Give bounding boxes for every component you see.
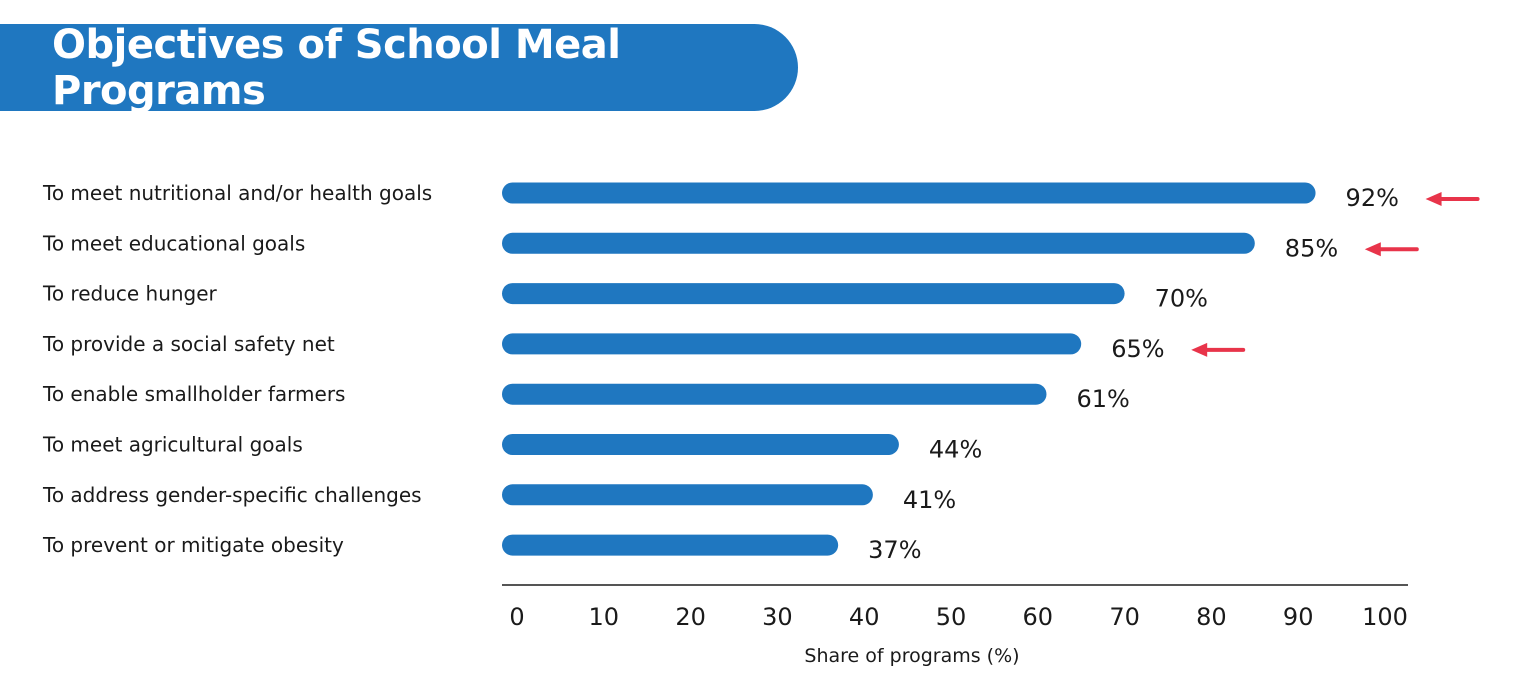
x-tick-label: 80: [1196, 603, 1227, 631]
x-tick-label: 10: [589, 603, 620, 631]
value-label: 85%: [1285, 234, 1338, 262]
category-label: To meet agricultural goals: [42, 433, 303, 457]
category-label: To reduce hunger: [42, 282, 218, 306]
value-label: 61%: [1076, 385, 1129, 413]
bar: [502, 434, 899, 455]
bars-layer: To meet nutritional and/or health goals 9…: [42, 181, 1480, 564]
value-label: 65%: [1111, 335, 1164, 363]
bar: [502, 283, 1125, 305]
category-label: To enable smallholder farmers: [42, 382, 345, 406]
highlight-arrow-icon: [1191, 342, 1246, 357]
x-tick-label: 30: [762, 603, 793, 631]
x-tick-label: 0: [509, 603, 524, 631]
bar: [502, 383, 1047, 405]
x-tick-label: 100: [1362, 603, 1408, 631]
bar: [502, 232, 1255, 254]
category-label: To prevent or mitigate obesity: [42, 533, 344, 557]
x-tick-label: 50: [936, 603, 967, 631]
x-tick-label: 20: [675, 603, 706, 631]
value-label: 41%: [903, 486, 956, 514]
highlight-arrow-icon: [1425, 192, 1480, 206]
x-axis-title: Share of programs (%): [804, 645, 1019, 667]
x-tick-label: 40: [849, 603, 880, 631]
x-axis: 0 10 20 30 40 50 60 70 80 90 100 Share of programs …: [502, 584, 1408, 667]
value-label: 37%: [868, 536, 921, 564]
bar: [502, 182, 1316, 204]
bar: [502, 333, 1082, 355]
highlight-arrow-icon: [1364, 242, 1419, 257]
bar: [502, 484, 873, 506]
chart-title: Objectives of School Meal Programs: [52, 21, 621, 114]
value-label: 70%: [1155, 285, 1208, 313]
x-tick-label: 90: [1283, 603, 1314, 631]
category-label: To provide a social safety net: [42, 332, 335, 356]
bar: [502, 534, 839, 556]
x-tick-label: 60: [1023, 603, 1054, 631]
category-label: To meet educational goals: [42, 231, 305, 255]
category-label: To meet nutritional and/or health goals: [42, 181, 432, 205]
value-label: 92%: [1346, 184, 1399, 212]
x-tick-label: 70: [1109, 603, 1140, 631]
value-label: 44%: [929, 436, 982, 464]
category-label: To address gender-specific challenges: [42, 483, 422, 507]
title-banner: Objectives of School Meal Programs: [0, 21, 798, 114]
